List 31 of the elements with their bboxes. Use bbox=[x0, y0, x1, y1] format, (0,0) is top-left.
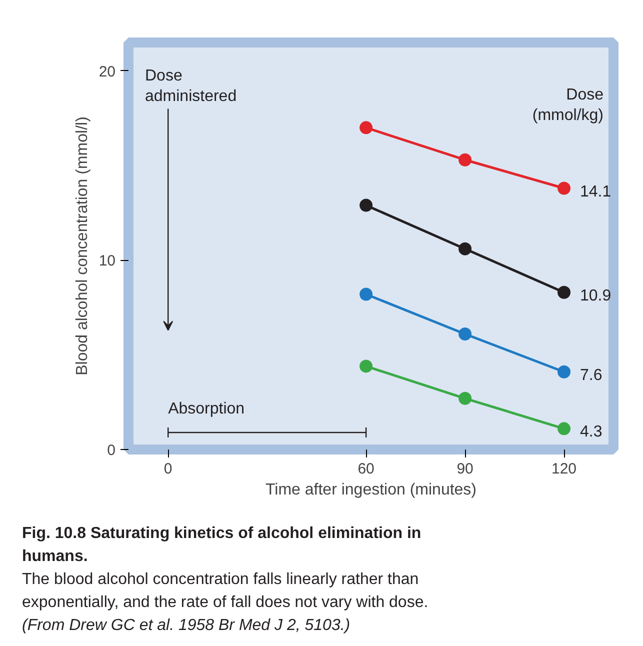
point bbox=[360, 360, 373, 373]
text: (From Drew GC et al. 1958 Br Med J 2, 5103.) bbox=[22, 617, 350, 634]
series-label: 7.6 bbox=[580, 366, 602, 384]
y-tick-label: 20 bbox=[98, 63, 116, 80]
series-label: 4.3 bbox=[580, 424, 602, 441]
point bbox=[458, 392, 472, 405]
point bbox=[360, 198, 373, 212]
point bbox=[458, 153, 472, 166]
text: Fig. 10.8 Saturating kinetics of alcohol elimination in humans. bbox=[22, 525, 422, 565]
point bbox=[558, 286, 571, 299]
y-tick-label: 10 bbox=[98, 252, 116, 270]
y-tick-label: 0 bbox=[107, 442, 116, 459]
legend-title: Dose (mmol/kg) bbox=[532, 86, 604, 124]
series-label: 14.1 bbox=[580, 183, 612, 200]
x-tick-label: 0 bbox=[164, 460, 172, 478]
point bbox=[458, 328, 472, 341]
x-tick-label: 90 bbox=[456, 460, 474, 478]
text: The blood alcohol concentration falls linearly rather than exponentially, and the rate of fall does not vary with dose. bbox=[22, 571, 428, 611]
point bbox=[458, 242, 472, 256]
annotation: Absorption bbox=[168, 400, 245, 418]
y-axis-title: Blood alcohol concentration (mmol/l) bbox=[74, 116, 91, 376]
point bbox=[360, 288, 373, 301]
point bbox=[558, 365, 571, 378]
series-label: 10.9 bbox=[580, 287, 612, 304]
x-tick-label: 60 bbox=[358, 460, 374, 478]
x-tick-label: 120 bbox=[551, 460, 577, 478]
point bbox=[558, 182, 571, 195]
x-axis-title: Time after ingestion (minutes) bbox=[265, 482, 477, 498]
annotation: Dose administered bbox=[144, 68, 237, 105]
point bbox=[360, 121, 373, 134]
point bbox=[558, 422, 571, 436]
